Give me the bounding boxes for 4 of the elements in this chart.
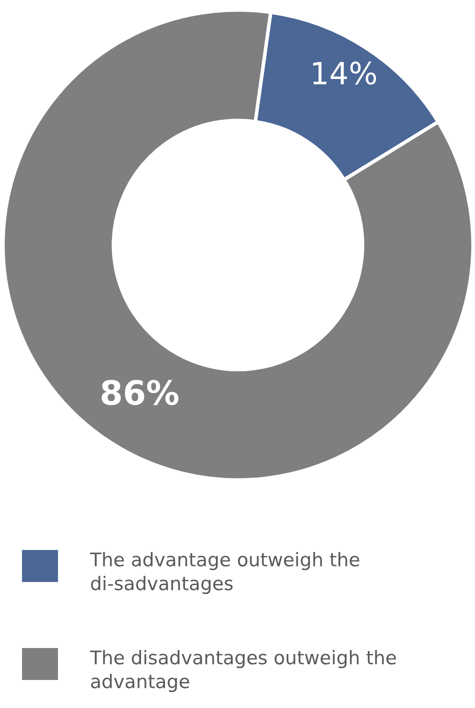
- legend-label: The advantage outweigh the di-sadvantages: [90, 552, 360, 594]
- data-label: 86%: [102, 380, 178, 406]
- legend-label: The disadvantages outweigh the advantage: [90, 650, 396, 692]
- data-label: 14%: [313, 62, 376, 85]
